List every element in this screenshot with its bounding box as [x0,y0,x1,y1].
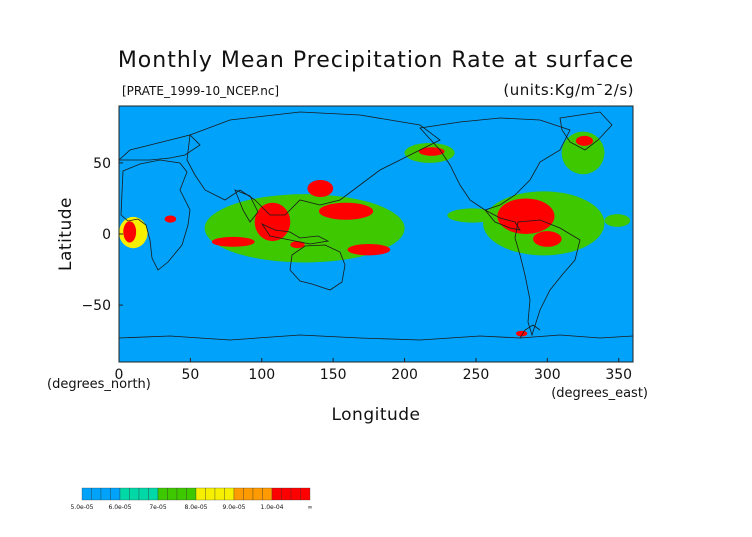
colorbar-segment-1-2 [138,487,149,501]
precip-regions [119,131,631,337]
precip-region-18 [575,135,594,146]
colorbar-segment-0-3 [110,487,121,501]
colorbar-label-5: 1.0e-04 [260,504,283,511]
colorbar-label-4: 9.0e-05 [222,504,245,511]
coast-greenland [559,111,613,151]
colorbar-segment-5-3 [300,487,311,501]
colorbar-segment-0-1 [91,487,102,501]
colorbar-segment-0-0 [81,487,92,501]
x-tick-label-300: 300 [534,367,561,383]
precip-region-11 [290,241,305,249]
colorbar-segment-1-3 [148,487,159,501]
x-tick-label-50: 50 [181,367,199,383]
precip-region-10 [254,202,291,242]
precip-region-9 [211,236,255,247]
colorbar-segment-2-0 [157,487,168,501]
x-tick-label-150: 150 [320,367,347,383]
x-unit-note: (degrees_east) [551,386,648,401]
colorbar-label-6: ∞ [308,504,313,511]
precip-region-3 [447,208,498,223]
colorbar-segment-2-2 [176,487,187,501]
precip-region-12 [307,179,334,198]
x-tick-label-0: 0 [115,367,124,383]
coast-africa [120,159,191,271]
x-tick-label-350: 350 [605,367,632,383]
y-unit-note: (degrees_north) [47,377,151,392]
coast-antarctica [119,334,633,341]
colorbar-segment-1-1 [129,487,140,501]
colorbar-labels: 5.0e-05 6.0e-05 7e-05 8.0e-05 9.0e-05 1.0e-04… [70,504,312,511]
precip-region-8 [164,215,177,223]
x-axis-label: Longitude [331,405,420,425]
coast-australia [289,244,346,291]
coast-india [234,189,259,223]
y-axis-label: Latitude [56,197,76,271]
colorbar-segment-4-1 [243,487,254,501]
coastlines [119,111,633,341]
precip-region-4 [561,131,605,175]
coast-north-america [419,117,571,211]
colorbar-label-1: 6.0e-05 [108,504,131,511]
y-tick-label-0: 0 [102,227,111,243]
colorbar-segment-4-2 [252,487,263,501]
precip-region-16 [497,198,555,235]
precip-region-13 [318,202,374,220]
units-label: (units:Kg/m¯2/s) [503,81,634,99]
x-axis-ticks: 0 50 100 150 200 250 300 350 [115,358,632,383]
colorbar-label-3: 8.0e-05 [184,504,207,511]
precip-region-7 [123,221,137,243]
colorbar-segment-4-0 [233,487,244,501]
colorbar-label-2: 7e-05 [149,504,166,511]
file-label: [PRATE_1999-10_NCEP.nc] [122,84,279,98]
colorbar-segment-0-2 [100,487,111,501]
colorbar-segment-5-2 [290,487,301,501]
colorbar-segment-5-0 [271,487,282,501]
colorbar [81,487,311,501]
colorbar-segment-2-1 [167,487,178,501]
x-tick-label-100: 100 [248,367,275,383]
precip-region-14 [347,243,391,256]
coast-central-america [484,209,521,231]
precip-region-17 [533,231,562,247]
y-tick-label--50: −50 [81,298,111,314]
coast-europe [119,134,201,161]
precip-region-15 [418,147,445,156]
colorbar-segment-3-0 [195,487,206,501]
colorbar-segment-1-0 [119,487,130,501]
colorbar-segment-3-3 [224,487,235,501]
y-tick-label-50: 50 [93,156,111,172]
precip-region-19 [515,330,528,337]
colorbar-segment-3-1 [205,487,216,501]
coast-south-america [514,219,581,337]
x-tick-label-250: 250 [463,367,490,383]
y-axis-ticks: 50 0 −50 [81,156,123,314]
colorbar-label-0: 5.0e-05 [70,504,93,511]
precip-region-5 [604,214,631,227]
colorbar-segment-5-1 [281,487,292,501]
colorbar-segment-4-3 [262,487,273,501]
chart-title: Monthly Mean Precipitation Rate at surfa… [118,48,634,73]
colorbar-segment-3-2 [214,487,225,501]
colorbar-segment-2-3 [186,487,197,501]
x-tick-label-200: 200 [391,367,418,383]
coast-indonesia [260,223,330,245]
coast-asia [186,111,441,216]
coast-antarctic-peninsula [519,324,541,339]
